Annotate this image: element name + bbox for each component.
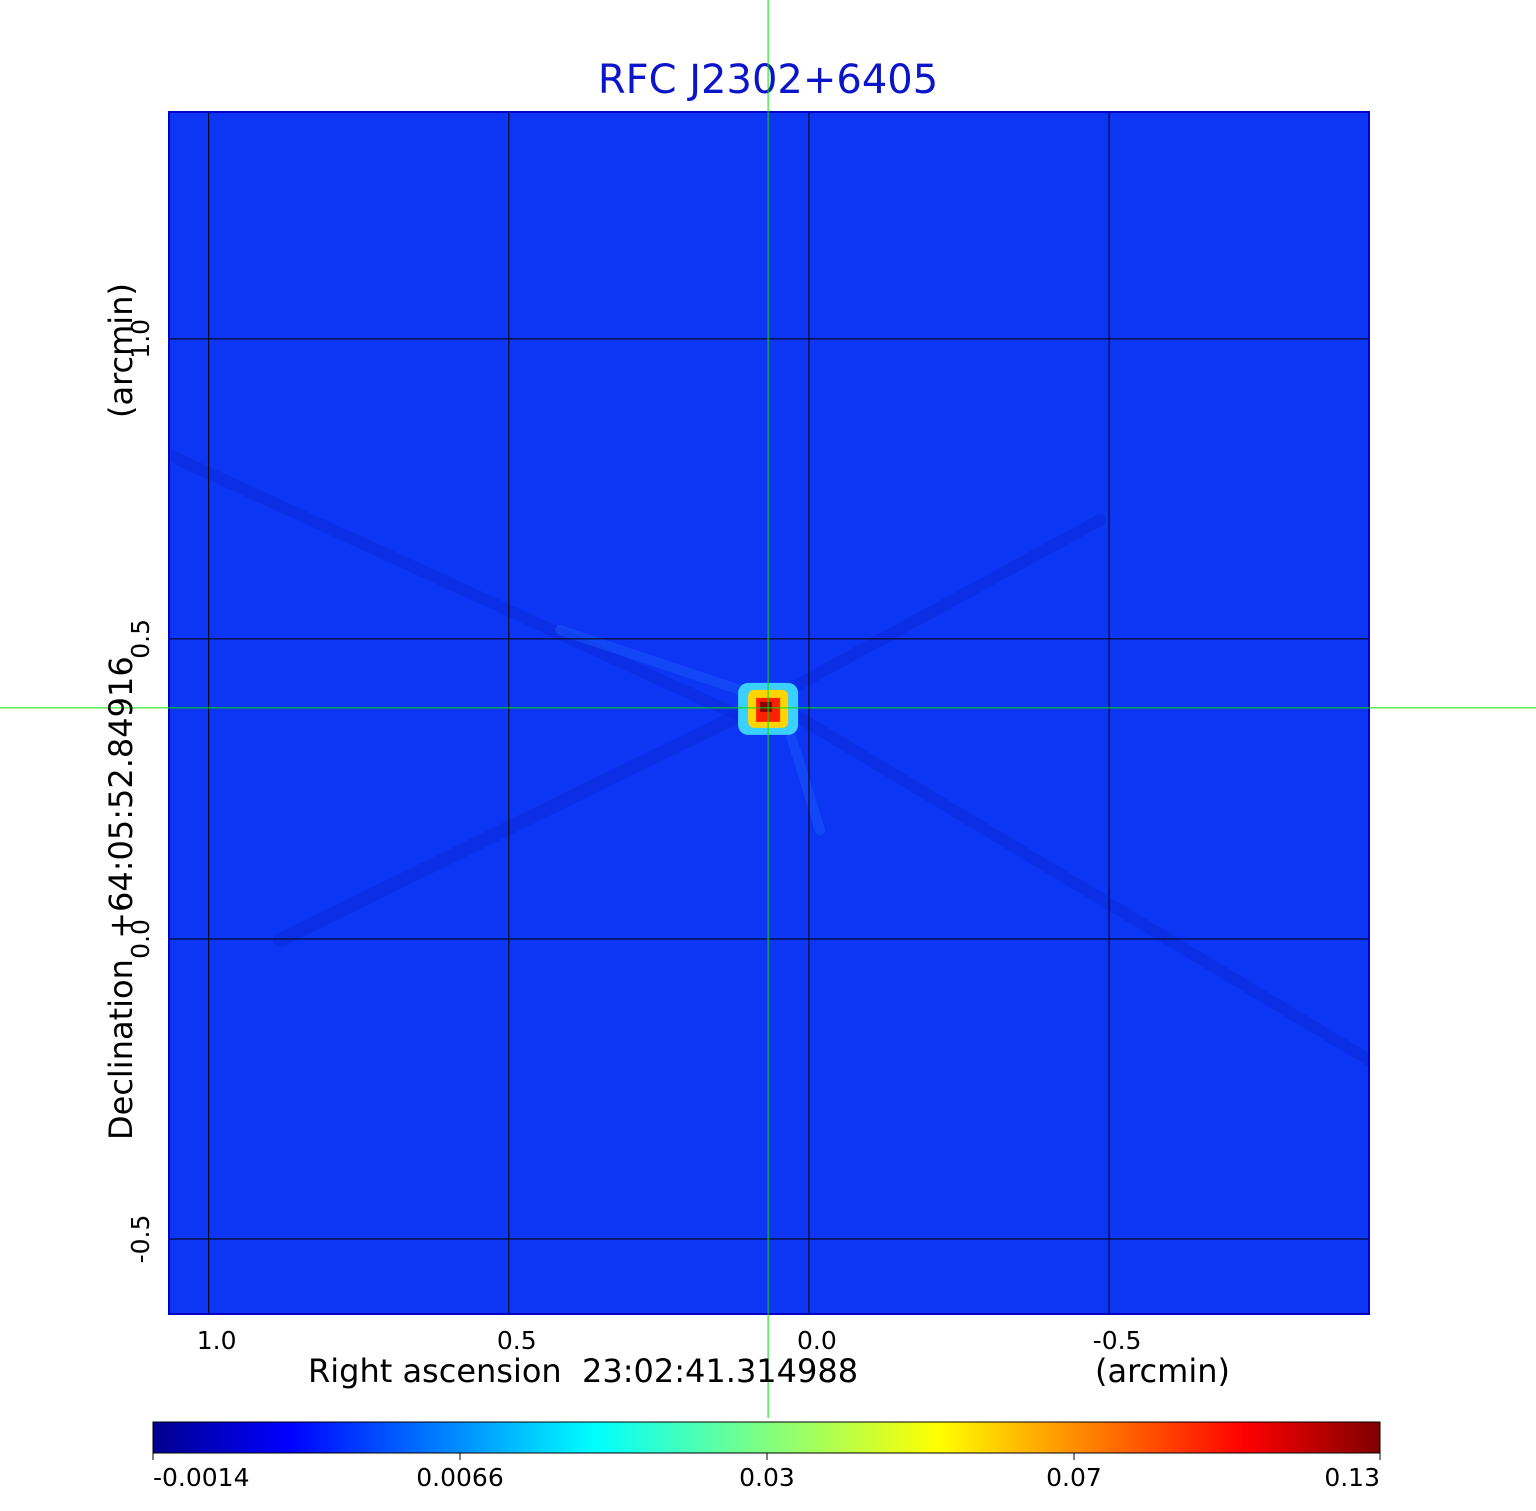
plot-frame: [168, 111, 1370, 1315]
y-tick-label: 0.0: [126, 919, 155, 959]
y-axis-label: Declination +64:05:52.84916: [102, 656, 140, 1140]
colorbar-tick-label: 0.07: [1046, 1463, 1102, 1492]
colorbar-tick-label: -0.0014: [153, 1463, 250, 1492]
colorbar-tick-label: 0.0066: [416, 1463, 503, 1492]
x-axis-label: Right ascension 23:02:41.314988: [308, 1352, 858, 1390]
y-tick-label: 1.0: [126, 319, 155, 359]
y-axis-unit: (arcmin): [102, 283, 140, 418]
sidelobe-streak: [169, 449, 776, 736]
x-tick-label: 1.0: [197, 1326, 237, 1355]
x-tick-label: 0.0: [797, 1326, 837, 1355]
x-axis-unit: (arcmin): [1095, 1352, 1230, 1390]
y-tick-label: 0.5: [126, 619, 155, 659]
colorbar-tick-label: 0.13: [1324, 1463, 1380, 1492]
y-tick-label: -0.5: [126, 1215, 155, 1264]
x-tick-label: -0.5: [1093, 1326, 1142, 1355]
sidelobe-streak: [764, 694, 1369, 1066]
x-tick-label: 0.5: [497, 1326, 537, 1355]
source-peak: [760, 701, 773, 712]
colorbar: [152, 1421, 1381, 1454]
sidelobe-streak: [273, 693, 777, 947]
sidelobe-streak: [555, 625, 775, 705]
sidelobe-streak: [764, 514, 1106, 706]
colorbar-tick-label: 0.03: [739, 1463, 795, 1492]
